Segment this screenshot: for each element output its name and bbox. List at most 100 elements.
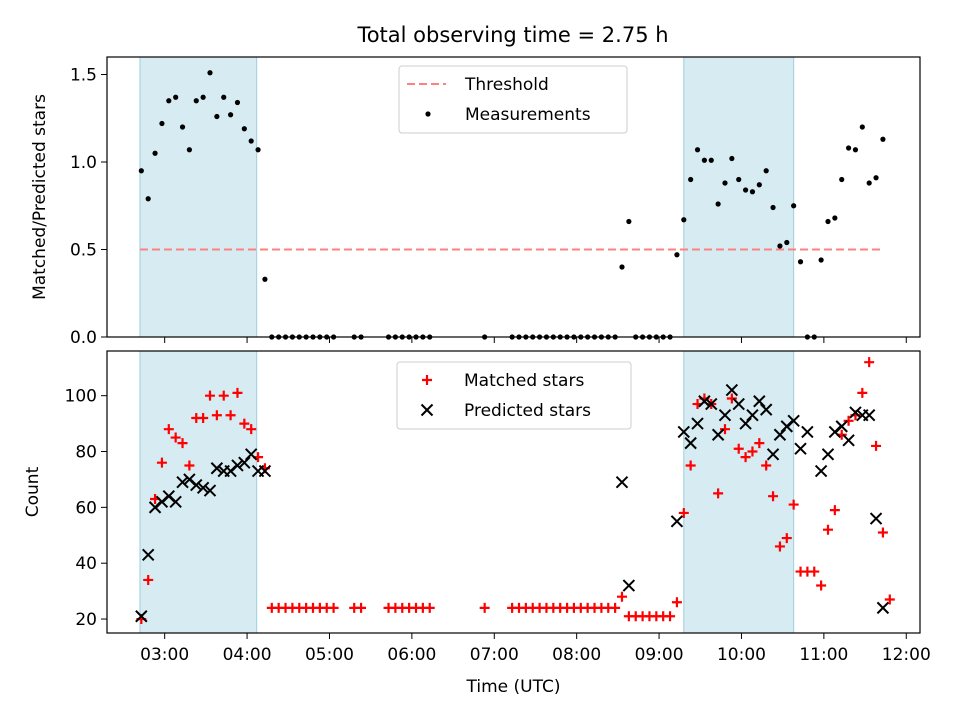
matched-point <box>761 460 772 471</box>
predicted-point <box>711 428 725 441</box>
measurement-point <box>873 175 879 181</box>
predicted-point <box>615 476 629 489</box>
y-tick-label: 60 <box>75 498 97 518</box>
matched-point <box>754 438 765 449</box>
matched-point <box>156 457 167 468</box>
measurement-point <box>214 113 220 120</box>
measurement-point <box>708 157 714 163</box>
matched-point <box>829 505 840 516</box>
legend-label: Threshold <box>464 75 549 95</box>
matched-point <box>143 574 154 585</box>
legend-label: Matched stars <box>464 371 584 391</box>
x-tick-label: 06:00 <box>387 645 436 665</box>
measurement-point <box>173 94 179 100</box>
measurement-point <box>818 257 824 263</box>
predicted-point <box>849 406 862 419</box>
measurement-point <box>227 112 234 118</box>
predicted-point <box>794 442 807 455</box>
matched-point <box>665 611 676 622</box>
predicted-point <box>231 459 244 472</box>
measurement-point <box>715 201 721 207</box>
matched-point <box>671 597 682 608</box>
predicted-point <box>773 428 787 441</box>
measurement-point <box>255 147 261 153</box>
measurement-point <box>186 147 192 153</box>
measurement-point <box>138 168 144 174</box>
measurement-point <box>797 259 804 265</box>
predicted-point <box>684 436 697 450</box>
measurement-point <box>852 147 859 153</box>
measurement-point <box>756 182 762 188</box>
measurement-point <box>681 217 687 223</box>
predicted-point <box>766 448 780 461</box>
x-tick-label: 12:00 <box>882 645 931 665</box>
predicted-point <box>869 512 883 525</box>
predicted-point <box>759 403 773 416</box>
legend-label: Predicted stars <box>464 401 591 421</box>
x-tick-label: 05:00 <box>305 645 354 665</box>
measurement-point <box>145 196 151 202</box>
measurement-point <box>736 176 742 183</box>
measurement-point <box>619 264 625 270</box>
y-tick-label: 0.0 <box>70 328 97 348</box>
x-tick-label: 04:00 <box>223 645 272 665</box>
matched-point <box>211 410 222 421</box>
matched-point <box>356 602 367 613</box>
measurement-point <box>763 168 769 174</box>
measurement-point <box>825 218 831 225</box>
y-tick-label: 80 <box>75 443 97 463</box>
matched-point <box>774 541 785 552</box>
matched-point <box>184 460 195 471</box>
predicted-point <box>141 548 155 562</box>
predicted-point <box>210 462 224 475</box>
measurement-point <box>832 215 838 221</box>
predicted-point <box>670 515 684 528</box>
measurement-point <box>152 150 158 156</box>
measurement-point <box>845 145 852 151</box>
legend-measurement-swatch <box>425 111 431 117</box>
chart-title: Total observing time = 2.75 h <box>356 23 668 47</box>
measurement-point <box>839 176 845 183</box>
x-tick-label: 03:00 <box>140 645 189 665</box>
measurement-point <box>784 239 790 246</box>
axes-frame <box>106 350 921 634</box>
measurement-point <box>159 120 165 127</box>
matched-point <box>809 566 820 577</box>
predicted-point <box>876 601 890 615</box>
matched-point <box>170 432 181 443</box>
matched-point <box>857 387 868 398</box>
y-axis-label: Count <box>23 466 43 517</box>
predicted-point <box>718 409 732 422</box>
measurement-point <box>241 126 247 132</box>
measurement-point <box>859 124 865 130</box>
matched-point <box>246 424 257 435</box>
matched-point <box>719 424 730 435</box>
measurement-point <box>179 124 186 130</box>
y-tick-label: 100 <box>65 387 97 407</box>
measurement-point <box>688 176 694 183</box>
measurement-point <box>777 243 783 249</box>
predicted-point <box>176 476 189 489</box>
legend-box <box>396 361 632 430</box>
measurement-point <box>234 99 241 106</box>
predicted-point <box>169 495 182 508</box>
predicted-point <box>787 414 800 428</box>
matched-point <box>163 424 174 435</box>
predicted-point <box>238 456 251 469</box>
matched-point <box>328 602 339 613</box>
predicted-point <box>196 481 210 495</box>
predicted-point <box>135 610 148 623</box>
predicted-point <box>622 579 636 592</box>
matched-point <box>239 418 250 429</box>
matched-point <box>884 594 895 605</box>
matched-point <box>204 390 215 401</box>
measurement-point <box>866 180 872 186</box>
shaded-region <box>683 56 795 338</box>
x-axis-label: Time (UTC) <box>466 677 561 697</box>
predicted-point <box>691 417 704 430</box>
predicted-point <box>677 425 690 439</box>
y-tick-label: 1.0 <box>70 153 97 173</box>
matched-point <box>678 507 689 518</box>
matched-point <box>877 527 888 538</box>
